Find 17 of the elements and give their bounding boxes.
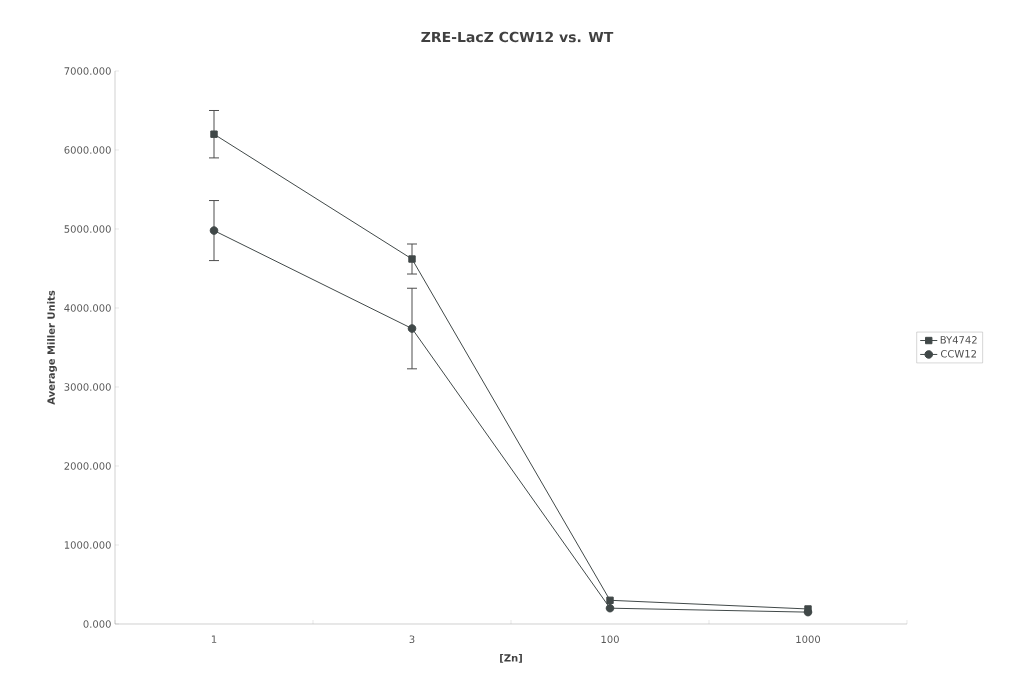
y-tick-label: 7000.000 bbox=[64, 67, 111, 75]
y-tick-label: 3000.000 bbox=[64, 383, 111, 391]
x-tick-label: 1000 bbox=[796, 635, 821, 644]
x-tick-label: 3 bbox=[409, 635, 415, 644]
y-tick-label: 5000.000 bbox=[64, 225, 111, 233]
x-axis-title: [Zn] bbox=[500, 653, 522, 663]
x-tick-label: 100 bbox=[601, 635, 619, 644]
y-tick-label: 6000.000 bbox=[64, 146, 111, 154]
y-tick-label: 1000.000 bbox=[64, 541, 111, 549]
legend-label: CCW12 bbox=[940, 349, 976, 358]
legend-label: BY4742 bbox=[940, 336, 977, 344]
chart-title: ZRE-LacZ CCW12 vs. WT bbox=[421, 31, 614, 43]
x-tick-label: 1 bbox=[211, 635, 217, 643]
y-tick-label: 4000.000 bbox=[64, 304, 111, 312]
y-tick-label: 2000.000 bbox=[64, 462, 111, 470]
y-tick-label: 0.000 bbox=[83, 620, 111, 628]
y-axis-title: Average Miller Units bbox=[47, 290, 57, 405]
